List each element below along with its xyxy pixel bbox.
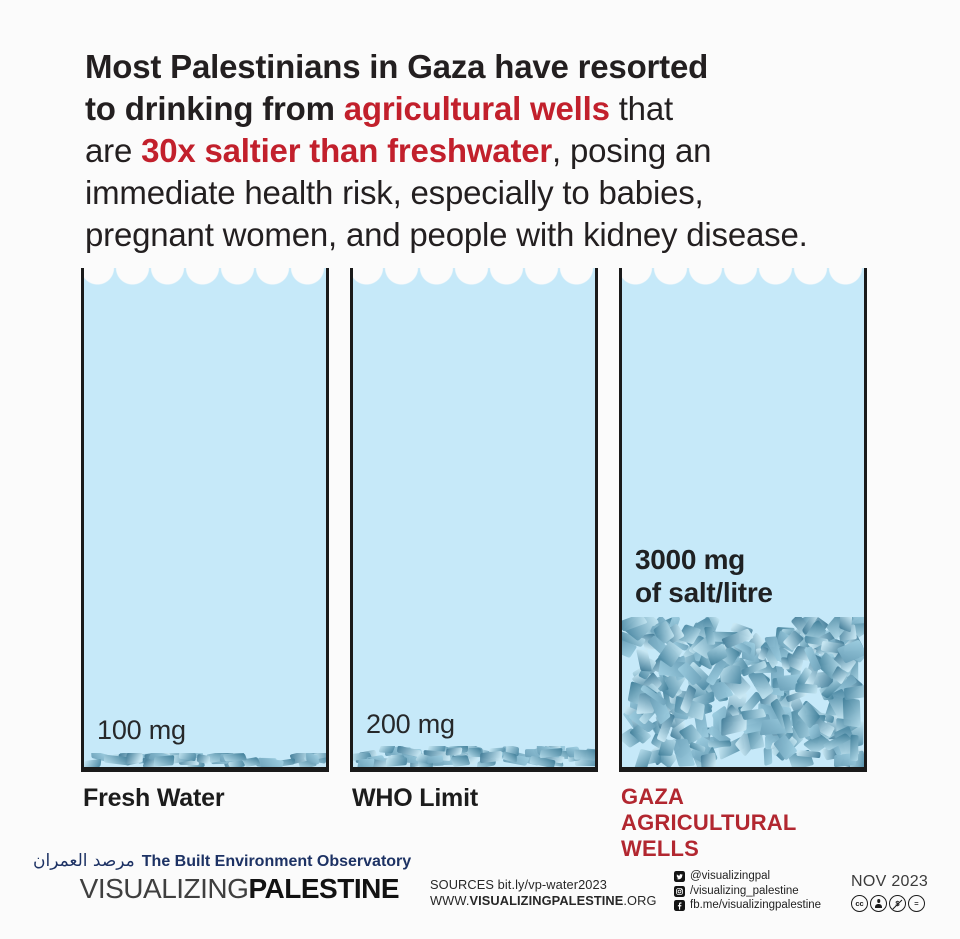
visualizing-palestine-wordmark: VISUALIZINGPALESTINE bbox=[33, 874, 399, 904]
cc-nc-icon: $ bbox=[889, 895, 906, 912]
water-tank: 3000 mg of salt/litre bbox=[619, 268, 867, 772]
infographic-poster: Most Palestinians in Gaza have resorted … bbox=[0, 0, 960, 939]
social-block: @visualizingpal /visualizing_palestine f… bbox=[674, 870, 821, 914]
sources-block: SOURCES bit.ly/vp-water2023 WWW.VISUALIZ… bbox=[430, 877, 657, 908]
value-label: 3000 mg of salt/litre bbox=[635, 543, 773, 609]
salt-crystals-layer bbox=[84, 753, 326, 767]
date-license-block: NOV 2023 cc $ = bbox=[851, 873, 928, 912]
cc-nd-icon: = bbox=[908, 895, 925, 912]
instagram-icon bbox=[674, 886, 685, 897]
social-row-twitter: @visualizingpal bbox=[674, 870, 821, 884]
value-label: 200 mg bbox=[366, 709, 455, 740]
salt-crystals-layer bbox=[353, 746, 595, 767]
license-icons: cc $ = bbox=[851, 895, 928, 912]
social-row-facebook: fb.me/visualizingpalestine bbox=[674, 899, 821, 913]
facebook-icon bbox=[674, 900, 685, 911]
brand-block: مرصد العمران The Built Environment Observ… bbox=[33, 851, 399, 904]
tank-fresh-water: 100 mg Fresh Water bbox=[81, 268, 329, 862]
social-handle: @visualizingpal bbox=[690, 870, 770, 884]
water-tank: 100 mg bbox=[81, 268, 329, 772]
headline: Most Palestinians in Gaza have resorted … bbox=[85, 46, 895, 256]
salt-crystals-layer bbox=[622, 617, 864, 767]
website-line: WWW.VISUALIZINGPALESTINE.ORG bbox=[430, 893, 657, 909]
tank-title: Fresh Water bbox=[81, 784, 329, 813]
water-tank: 200 mg bbox=[350, 268, 598, 772]
observatory-line: مرصد العمران The Built Environment Observ… bbox=[33, 851, 399, 871]
tank-chart: 100 mg Fresh Water 200 mg WHO Limit 3000… bbox=[81, 268, 867, 862]
tank-title: WHO Limit bbox=[350, 784, 598, 813]
tank-gaza-wells: 3000 mg of salt/litre GAZA AGRICULTURAL … bbox=[619, 268, 867, 862]
cc-icon: cc bbox=[851, 895, 868, 912]
tank-who-limit: 200 mg WHO Limit bbox=[350, 268, 598, 862]
social-handle: fb.me/visualizingpalestine bbox=[690, 899, 821, 913]
tank-title: GAZA AGRICULTURAL WELLS bbox=[619, 784, 867, 862]
twitter-icon bbox=[674, 871, 685, 882]
observatory-arabic-logo: مرصد العمران bbox=[33, 851, 135, 871]
cc-by-icon bbox=[870, 895, 887, 912]
publication-date: NOV 2023 bbox=[851, 873, 928, 891]
value-label: 100 mg bbox=[97, 715, 186, 746]
sources-line: SOURCES bit.ly/vp-water2023 bbox=[430, 877, 657, 893]
social-handle: /visualizing_palestine bbox=[690, 885, 799, 899]
observatory-name: The Built Environment Observatory bbox=[142, 853, 411, 870]
social-row-instagram: /visualizing_palestine bbox=[674, 885, 821, 899]
